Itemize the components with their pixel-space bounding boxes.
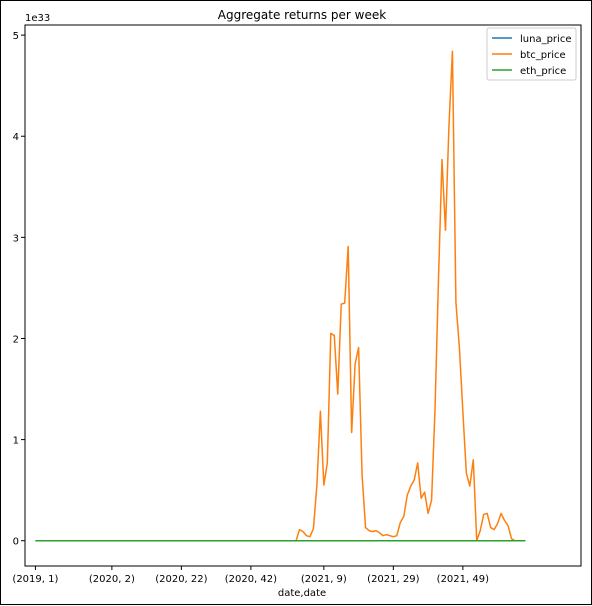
legend-box [486, 27, 577, 81]
x-axis-label: date,date [278, 588, 326, 599]
legend-label-btc_price: btc_price [520, 50, 566, 61]
y-tick-label: 5 [13, 31, 19, 42]
x-tick-label: (2021, 49) [437, 574, 489, 585]
y-offset-label: 1e33 [25, 13, 50, 24]
series-line-btc_price [35, 50, 526, 542]
x-tick-label: (2020, 42) [225, 574, 277, 585]
legend: luna_price btc_price eth_price [486, 27, 577, 81]
x-axis: (2019, 1) (2020, 2) (2020, 22) (2020, 42) (2… [12, 566, 489, 585]
y-tick-label: 3 [13, 233, 19, 244]
x-tick-label: (2019, 1) [12, 574, 58, 585]
y-tick-label: 1 [13, 436, 19, 447]
y-tick-label: 2 [13, 334, 19, 345]
x-tick-label: (2021, 9) [301, 574, 347, 585]
chart-title: Aggregate returns per week [218, 8, 386, 22]
plot-area [24, 24, 582, 567]
x-tick-label: (2021, 29) [367, 574, 419, 585]
y-tick-label: 4 [13, 132, 19, 143]
x-tick-label: (2020, 2) [89, 574, 135, 585]
x-tick-label: (2020, 22) [155, 574, 207, 585]
y-axis: 0 1 2 3 4 5 [13, 31, 25, 548]
legend-label-luna_price: luna_price [520, 34, 571, 45]
y-tick-label: 0 [13, 537, 19, 548]
legend-label-eth_price: eth_price [520, 66, 566, 77]
series-layer [35, 50, 526, 542]
